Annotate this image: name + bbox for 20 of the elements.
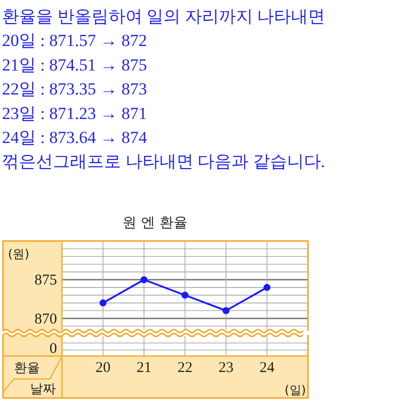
y-axis-title: 환율 (14, 361, 40, 376)
text: (원) (8, 247, 30, 261)
y-tick-label: 870 (34, 311, 57, 328)
x-tick-label: 24 (260, 360, 275, 376)
text: 20일 : 871.57 → 872 (2, 31, 147, 50)
x-tick-label: 21 (136, 360, 152, 376)
y-tick-label: 875 (34, 272, 57, 289)
x-axis-title: 날짜 (30, 382, 56, 397)
text: 21일 : 874.51 → 875 (2, 55, 147, 74)
text: 24일 : 873.64 → 874 (2, 128, 148, 147)
x-tick-label: 20 (96, 360, 110, 376)
text: 22일 : 873.35 → 873 (2, 80, 147, 99)
text: 23일 : 871.23 → 871 (2, 104, 147, 123)
chart-title: 원 엔 환율 (122, 215, 188, 231)
text: 꺾은선그래프로 나타내면 다음과 같습니다. (2, 152, 325, 172)
text: 환율을 반올림하여 일의 자리까지 나타내면 (2, 7, 325, 26)
text: 0 (50, 341, 57, 357)
text: (일) (284, 383, 306, 397)
x-tick-label: 23 (218, 360, 234, 376)
x-tick-label: 22 (178, 360, 192, 376)
